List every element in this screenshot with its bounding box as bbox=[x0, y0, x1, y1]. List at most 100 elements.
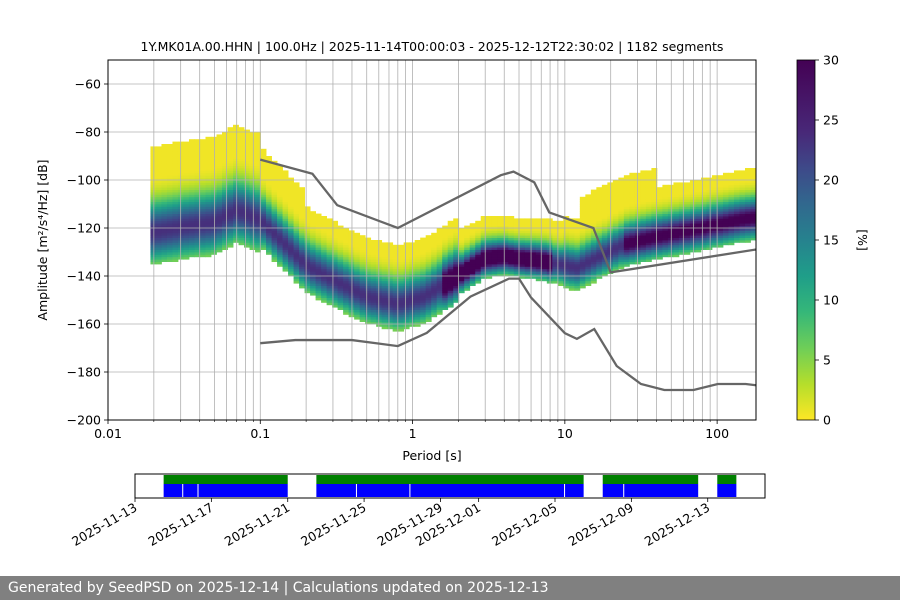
psd-cell bbox=[629, 177, 636, 181]
psd-cell bbox=[640, 230, 647, 234]
psd-cell bbox=[623, 264, 630, 267]
psd-cell bbox=[645, 175, 652, 178]
psd-cell bbox=[579, 264, 586, 267]
psd-cell bbox=[425, 288, 432, 291]
psd-cell bbox=[387, 285, 394, 289]
psd-cell bbox=[255, 148, 261, 152]
psd-cell bbox=[733, 220, 740, 224]
psd-cell bbox=[288, 189, 294, 193]
psd-cell bbox=[255, 228, 261, 231]
psd-cell bbox=[524, 225, 531, 229]
psd-cell bbox=[618, 266, 625, 270]
psd-cell bbox=[552, 266, 559, 270]
psd-cell bbox=[475, 223, 482, 226]
psd-cell bbox=[612, 266, 619, 270]
psd-cell bbox=[337, 237, 344, 241]
psd-cell bbox=[337, 285, 344, 289]
psd-cell bbox=[656, 235, 663, 238]
psd-cell bbox=[288, 254, 294, 258]
psd-cell bbox=[304, 278, 311, 282]
psd-cell bbox=[629, 220, 636, 224]
psd-cell bbox=[227, 196, 234, 200]
psd-cell bbox=[502, 223, 509, 226]
psd-cell bbox=[601, 184, 608, 188]
psd-cell bbox=[436, 237, 443, 241]
psd-cell bbox=[343, 268, 350, 272]
psd-cell bbox=[651, 192, 658, 195]
psd-cell bbox=[722, 240, 729, 243]
psd-cell bbox=[409, 278, 416, 282]
psd-cell bbox=[601, 232, 608, 236]
psd-cell bbox=[183, 249, 190, 253]
psd-cell bbox=[288, 240, 294, 243]
psd-cell bbox=[733, 208, 740, 212]
psd-cell bbox=[304, 232, 311, 236]
psd-cell bbox=[205, 163, 212, 166]
psd-cell bbox=[728, 206, 735, 210]
psd-cell bbox=[172, 180, 179, 183]
psd-cell bbox=[166, 144, 173, 147]
psd-cell bbox=[183, 168, 190, 171]
psd-cell bbox=[337, 259, 344, 262]
psd-cell bbox=[711, 232, 718, 236]
psd-cell bbox=[420, 292, 427, 296]
psd-cell bbox=[706, 232, 713, 236]
psd-cell bbox=[293, 261, 300, 265]
psd-cell bbox=[491, 232, 498, 236]
psd-cell bbox=[255, 187, 261, 190]
psd-cell bbox=[447, 288, 454, 291]
psd-cell bbox=[700, 211, 707, 214]
psd-cell bbox=[557, 242, 564, 246]
psd-cell bbox=[596, 252, 603, 255]
psd-cell bbox=[733, 225, 740, 229]
psd-cell bbox=[211, 139, 217, 142]
psd-cell bbox=[491, 261, 498, 265]
psd-cell bbox=[288, 228, 294, 231]
psd-cell bbox=[310, 228, 316, 231]
psd-cell bbox=[183, 213, 190, 217]
psd-cell bbox=[414, 256, 421, 260]
psd-cell bbox=[739, 220, 746, 224]
psd-cell bbox=[579, 204, 586, 207]
psd-cell bbox=[667, 220, 674, 224]
psd-cell bbox=[238, 201, 245, 205]
psd-cell bbox=[299, 220, 305, 224]
psd-cell bbox=[629, 180, 636, 183]
psd-cell bbox=[255, 211, 261, 214]
psd-cell bbox=[188, 237, 195, 241]
psd-cell bbox=[183, 194, 190, 198]
psd-cell bbox=[211, 208, 217, 212]
psd-cell bbox=[188, 156, 195, 159]
psd-cell bbox=[249, 199, 256, 202]
psd-cell bbox=[337, 280, 344, 284]
psd-cell bbox=[524, 271, 531, 274]
psd-cell bbox=[453, 252, 460, 255]
psd-cell bbox=[398, 312, 405, 315]
psd-cell bbox=[447, 244, 454, 248]
psd-cell bbox=[293, 268, 300, 272]
psd-cell bbox=[700, 230, 707, 234]
availability-frame bbox=[134, 473, 766, 499]
psd-cell bbox=[337, 304, 344, 308]
psd-cell bbox=[497, 259, 504, 262]
psd-cell bbox=[431, 259, 438, 262]
psd-cell bbox=[563, 278, 570, 282]
psd-cell bbox=[629, 244, 636, 248]
psd-cell bbox=[249, 232, 256, 236]
psd-cell bbox=[722, 192, 729, 195]
psd-cell bbox=[359, 290, 366, 294]
psd-cell bbox=[673, 194, 680, 198]
psd-cell bbox=[260, 218, 267, 222]
psd-cell bbox=[425, 235, 432, 238]
psd-cell bbox=[194, 196, 201, 200]
psd-cell bbox=[183, 199, 190, 202]
psd-cell bbox=[222, 168, 228, 171]
psd-cell bbox=[618, 240, 625, 243]
psd-cell bbox=[288, 247, 294, 250]
psd-cell bbox=[662, 235, 669, 238]
psd-cell bbox=[337, 292, 344, 296]
psd-cell bbox=[238, 216, 245, 219]
psd-cell bbox=[513, 235, 520, 238]
psd-cell bbox=[744, 187, 751, 190]
psd-cell bbox=[425, 304, 432, 308]
